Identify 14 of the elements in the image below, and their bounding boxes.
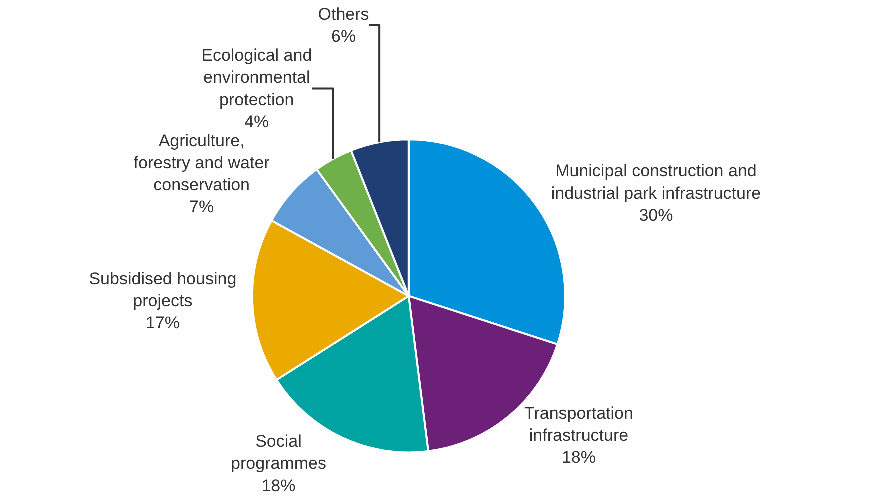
data-label: 17% — [146, 314, 180, 333]
data-label: 18% — [562, 448, 596, 468]
data-label: 7% — [190, 198, 214, 217]
data-label: 18% — [262, 476, 296, 496]
slice-label: Others — [318, 4, 370, 24]
slice-label: Subsidised housing projects — [89, 270, 237, 311]
data-label: 6% — [331, 27, 356, 46]
slice-label: Ecological and environmental protection — [202, 46, 312, 110]
slice-label: Agriculture, forestry and water conservation — [134, 131, 270, 195]
data-label: 30% — [639, 206, 674, 225]
slice-label: Municipal construction and industrial park infrastructure — [551, 162, 762, 203]
slice-label: Social programmes — [231, 432, 326, 474]
data-label: 4% — [244, 112, 270, 132]
slice-label: Transportation infrastructure — [524, 404, 634, 446]
